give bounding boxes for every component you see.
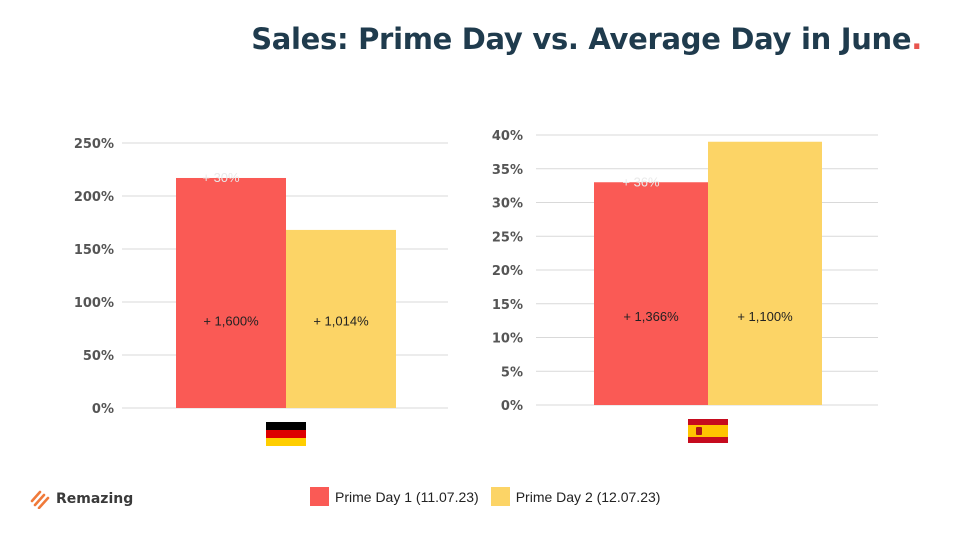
data-label: + 1,100% [737,309,793,324]
data-label: + 1,366% [623,309,679,324]
brand-logo: Remazing [30,489,133,509]
y-tick-label: 35% [492,163,523,178]
y-tick-label: 15% [492,298,523,313]
spain-flag-icon [688,437,728,443]
legend-swatch-series-1 [310,487,329,506]
bar [708,141,822,405]
spain-coat-of-arms-icon [696,427,702,435]
remazing-logo-icon [30,490,50,509]
faint-overlay-label: + 36% [622,174,660,189]
legend-swatch-series-2 [490,487,510,506]
y-tick-label: 150% [74,243,114,258]
y-tick-label: 5% [501,365,523,380]
legend: Prime Day 1 (11.07.23) Prime Day 2 (12.0… [310,487,666,506]
y-tick-label: 40% [492,129,523,144]
title-accent-dot: . [911,22,922,56]
y-tick-label: 100% [74,296,114,311]
bar [286,229,396,408]
chart-title-text: Sales: Prime Day vs. Average Day in June [251,22,912,56]
spain-flag-icon [688,419,728,425]
y-tick-label: 30% [492,197,523,212]
legend-item-series-2: Prime Day 2 (12.07.23) [490,487,661,506]
germany-flag-icon [266,422,306,430]
y-tick-label: 250% [74,137,114,152]
y-tick-label: 200% [74,190,114,205]
y-tick-label: 0% [501,399,523,414]
legend-item-series-1: Prime Day 1 (11.07.23) [310,487,479,506]
bar [176,177,286,408]
germany-flag-icon [266,430,306,438]
chart-title: Sales: Prime Day vs. Average Day in June… [0,22,922,56]
data-label: + 1,600% [203,314,259,329]
brand-name: Remazing [56,491,134,507]
legend-label-series-1: Prime Day 1 (11.07.23) [335,488,479,505]
data-label: + 1,014% [313,314,369,329]
bar [594,182,708,405]
y-tick-label: 50% [83,349,114,364]
y-tick-label: 25% [492,230,523,245]
faint-overlay-label: + 30% [202,170,240,185]
y-tick-label: 0% [92,402,114,417]
spain-flag-icon [688,425,728,437]
germany-flag-icon [266,438,306,446]
y-tick-label: 20% [492,264,523,279]
y-tick-label: 10% [492,332,523,347]
legend-label-series-2: Prime Day 2 (12.07.23) [515,488,661,505]
